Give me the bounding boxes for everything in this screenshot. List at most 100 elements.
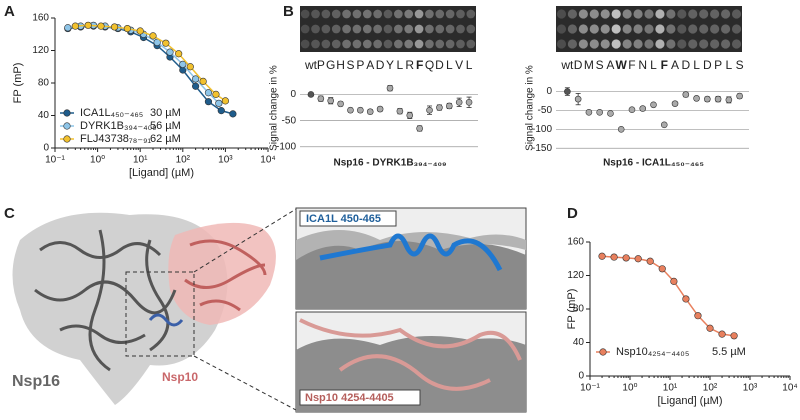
array-spot <box>425 9 434 19</box>
array-spot <box>633 39 643 49</box>
data-point <box>416 125 423 132</box>
panel-label: C <box>4 205 15 222</box>
x-axis-label: [Ligand] (µM) <box>129 167 194 179</box>
array-spot <box>731 39 742 49</box>
y-tick-label: -100 <box>276 141 296 152</box>
array-spot <box>611 9 621 19</box>
array-spot <box>435 9 445 19</box>
array-spot <box>666 39 676 49</box>
array-spot <box>578 24 588 34</box>
array-spot <box>321 9 331 19</box>
y-axis-label: FP (mP) <box>566 289 578 330</box>
data-point <box>426 106 433 114</box>
x-tick-label: D <box>376 58 385 72</box>
y-tick-label: 160 <box>567 237 584 248</box>
array-spot <box>655 39 665 49</box>
array-spot <box>556 24 567 34</box>
array-spot <box>600 24 610 34</box>
array-spot <box>666 24 676 34</box>
x-tick-label: 10³ <box>743 383 758 394</box>
y-tick-label: 120 <box>32 45 49 56</box>
data-point <box>646 257 654 265</box>
data-point <box>366 108 374 116</box>
x-tick-label: N <box>638 58 647 72</box>
array-spot <box>362 9 372 19</box>
x-tick-label: W <box>616 58 628 72</box>
array-spot <box>352 39 362 49</box>
data-point <box>660 121 668 129</box>
array-spot <box>578 9 588 19</box>
data-point <box>598 252 606 260</box>
x-tick-label: Y <box>386 58 394 72</box>
data-point <box>149 32 157 40</box>
array-spot <box>362 39 372 49</box>
array-spot <box>414 9 424 19</box>
x-tick-label: L <box>693 58 700 72</box>
array-spot <box>644 24 654 34</box>
x-tick-label: S <box>346 58 354 72</box>
data-point <box>376 105 384 113</box>
legend-annotation: 5.5 µM <box>712 346 746 358</box>
data-point <box>317 95 325 102</box>
array-spot <box>300 9 310 19</box>
array-spot <box>435 24 445 34</box>
array-spot <box>710 9 720 19</box>
array-spot <box>688 9 698 19</box>
y-tick-label: 40 <box>573 337 585 348</box>
array-spot <box>383 9 393 19</box>
data-point <box>166 48 174 56</box>
data-point <box>84 21 92 29</box>
x-tick-label: F <box>416 58 423 72</box>
x-tick-label: 10⁻¹ <box>580 383 600 394</box>
array-spot <box>342 24 351 34</box>
data-point <box>671 100 679 107</box>
x-tick-label: V <box>455 58 463 72</box>
y-tick-label: 0 <box>546 86 552 97</box>
data-point <box>670 277 678 285</box>
x-axis-label: [Ligand] (µM) <box>657 395 722 407</box>
array-spot <box>567 9 578 19</box>
y-tick-label: -100 <box>532 124 552 135</box>
array-spot <box>404 9 414 19</box>
array-spot <box>578 39 588 49</box>
x-tick-label: 10⁰ <box>90 155 105 166</box>
array-spot <box>655 9 665 19</box>
array-spot <box>556 9 567 19</box>
legend-annotation: 30 µM <box>150 107 181 119</box>
data-point <box>386 84 394 92</box>
array-spot <box>383 24 393 34</box>
data-point <box>436 104 443 111</box>
array-spot <box>600 9 610 19</box>
array-spot <box>611 24 621 34</box>
array-spot <box>655 24 665 34</box>
protein-label: Nsp16 <box>12 373 60 390</box>
y-tick-label: 160 <box>32 13 49 24</box>
array-spot <box>699 24 709 34</box>
array-spot <box>644 9 654 19</box>
array-spot <box>622 39 632 49</box>
data-point <box>204 98 213 106</box>
array-spot <box>710 39 720 49</box>
array-spot <box>352 9 362 19</box>
array-spot <box>731 9 742 19</box>
array-spot <box>311 39 320 49</box>
x-tick-label: H <box>336 58 345 72</box>
data-point <box>97 22 105 30</box>
x-tick-label: G <box>326 58 335 72</box>
data-point <box>327 97 335 105</box>
x-tick-label: 10⁴ <box>260 155 275 166</box>
legend-marker <box>599 348 607 356</box>
zoom-label: Nsp10 4254-4405 <box>305 392 394 404</box>
array-spot <box>311 24 320 34</box>
y-tick-label: -50 <box>538 105 553 116</box>
array-spot <box>331 9 341 19</box>
array-spot <box>677 24 687 34</box>
y-tick-label: -50 <box>282 115 297 126</box>
data-point <box>718 330 726 338</box>
data-point <box>730 332 738 340</box>
data-point <box>123 24 131 33</box>
data-point <box>585 109 593 116</box>
data-point <box>337 100 344 108</box>
array-spot <box>352 24 362 34</box>
